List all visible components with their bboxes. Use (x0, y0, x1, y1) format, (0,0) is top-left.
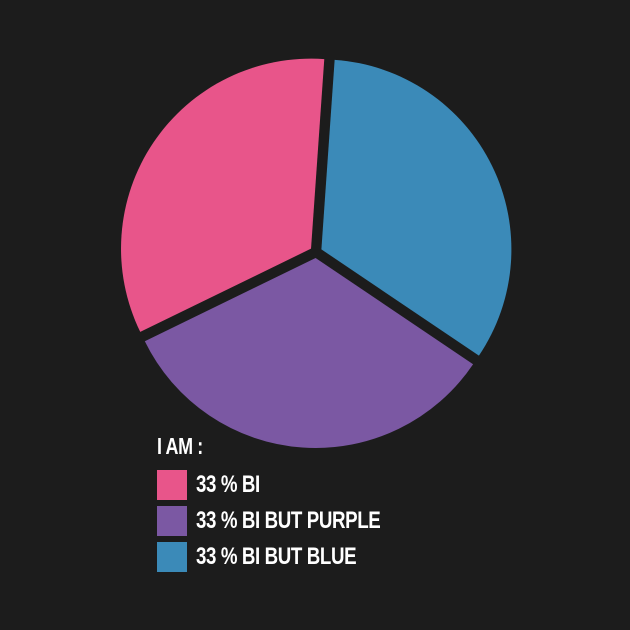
legend-item-bi: 33 % BI (157, 469, 278, 501)
pie-slice-2 (144, 257, 474, 448)
pie-slice-1 (321, 59, 512, 356)
legend-label: 33 % BI BUT BLUE (196, 543, 357, 570)
legend-swatch-blue (157, 542, 187, 572)
legend-item-purple: 33 % BI BUT PURPLE (157, 505, 432, 537)
legend-swatch-purple (157, 506, 187, 536)
legend-item-blue: 33 % BI BUT BLUE (157, 541, 401, 573)
legend-title: I AM : (157, 433, 203, 459)
legend-swatch-pink (157, 470, 187, 500)
legend-label: 33 % BI (196, 471, 260, 498)
pie-slice-3 (121, 58, 325, 332)
legend-label: 33 % BI BUT PURPLE (196, 507, 381, 534)
